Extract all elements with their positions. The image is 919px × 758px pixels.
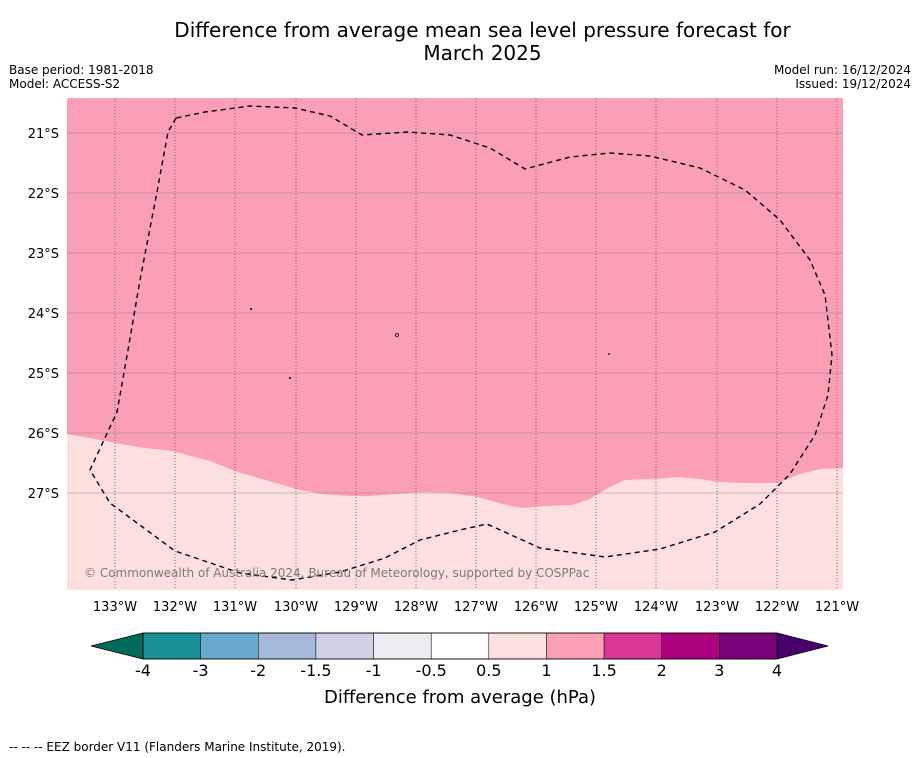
band-1-to-1.5	[67, 98, 843, 508]
eez-footnote: -- -- -- EEZ border V11 (Flanders Marine…	[9, 740, 346, 754]
lon-labels: 133°W 132°W 131°W 130°W 129°W 128°W 127°…	[93, 600, 859, 615]
title-line-1: Difference from average mean sea level p…	[174, 18, 791, 42]
colorbar-tick-label: 3	[714, 661, 724, 680]
colorbar-tick-label: 0.5	[476, 661, 501, 680]
colorbar-cell	[258, 632, 317, 660]
colorbar-cell	[546, 632, 605, 660]
colorbar-tick-labels: -4 -3 -2 -1.5 -1 -0.5 0.5 1 1.5 2 3 4	[135, 661, 782, 680]
colorbar-over-arrow	[776, 632, 829, 660]
lon-label: 121°W	[815, 600, 859, 615]
base-period: Base period: 1981-2018	[9, 63, 154, 77]
colorbar-cell	[603, 632, 662, 660]
colorbar-cell	[719, 632, 778, 660]
colorbar-cell	[200, 632, 259, 660]
lon-label: 122°W	[755, 600, 799, 615]
eez-border	[89, 105, 833, 581]
chart-title: Difference from average mean sea level p…	[100, 19, 865, 65]
colorbar-tick-label: 2	[657, 661, 667, 680]
lat-label: 23°S	[28, 247, 59, 262]
colorbar-tick-label: 4	[772, 661, 782, 680]
colorbar-cell	[373, 632, 432, 660]
lon-label: 127°W	[454, 600, 498, 615]
colorbar-cell	[142, 632, 201, 660]
lat-label: 24°S	[28, 307, 59, 322]
colorbar: -4 -3 -2 -1.5 -1 -0.5 0.5 1 1.5 2 3 4	[90, 632, 829, 680]
colorbar-tick-label: -0.5	[416, 661, 447, 680]
lon-label: 123°W	[695, 600, 739, 615]
lon-label: 130°W	[274, 600, 318, 615]
lon-label: 128°W	[394, 600, 438, 615]
issued-date: Issued: 19/12/2024	[795, 77, 911, 91]
meta-left: Base period: 1981-2018 Model: ACCESS-S2	[9, 63, 154, 91]
lat-label: 22°S	[28, 187, 59, 202]
colorbar-tick-label: -2	[250, 661, 266, 680]
colorbar-cell	[315, 632, 374, 660]
colorbar-cell	[430, 632, 490, 660]
meta-right: Model run: 16/12/2024 Issued: 19/12/2024	[774, 63, 911, 91]
lat-gridlines	[67, 132, 843, 494]
lat-label: 21°S	[28, 127, 59, 142]
colorbar-tick-label: 1	[541, 661, 551, 680]
lon-label: 125°W	[574, 600, 618, 615]
lon-gridlines	[114, 98, 838, 590]
colorbar-tick-label: 1.5	[591, 661, 616, 680]
colorbar-tick-label: -1	[366, 661, 382, 680]
model-name: Model: ACCESS-S2	[9, 77, 121, 91]
colorbar-tick-label: -1.5	[300, 661, 331, 680]
title-line-2: March 2025	[423, 41, 542, 65]
model-run: Model run: 16/12/2024	[773, 63, 911, 77]
copyright-text: © Commonwealth of Australia 2024, Bureau…	[84, 566, 589, 580]
colorbar-outline	[142, 632, 778, 660]
lat-label: 25°S	[28, 367, 59, 382]
lon-label: 126°W	[514, 600, 558, 615]
colorbar-under-arrow	[90, 632, 144, 660]
lon-label: 124°W	[634, 600, 678, 615]
lon-label: 129°W	[334, 600, 378, 615]
lon-label: 132°W	[153, 600, 197, 615]
colorbar-cell	[488, 632, 547, 660]
islands	[250, 308, 610, 379]
lon-label: 133°W	[93, 600, 137, 615]
colorbar-cells	[142, 632, 778, 660]
lon-label: 131°W	[213, 600, 257, 615]
colorbar-tick-label: -4	[135, 661, 151, 680]
lat-label: 26°S	[28, 427, 59, 442]
lat-labels: 21°S 22°S 23°S 24°S 25°S 26°S 27°S	[28, 127, 59, 502]
lat-label: 27°S	[28, 487, 59, 502]
colorbar-tick-label: -3	[193, 661, 209, 680]
colorbar-label: Difference from average (hPa)	[324, 687, 596, 708]
colorbar-cell	[661, 632, 720, 660]
